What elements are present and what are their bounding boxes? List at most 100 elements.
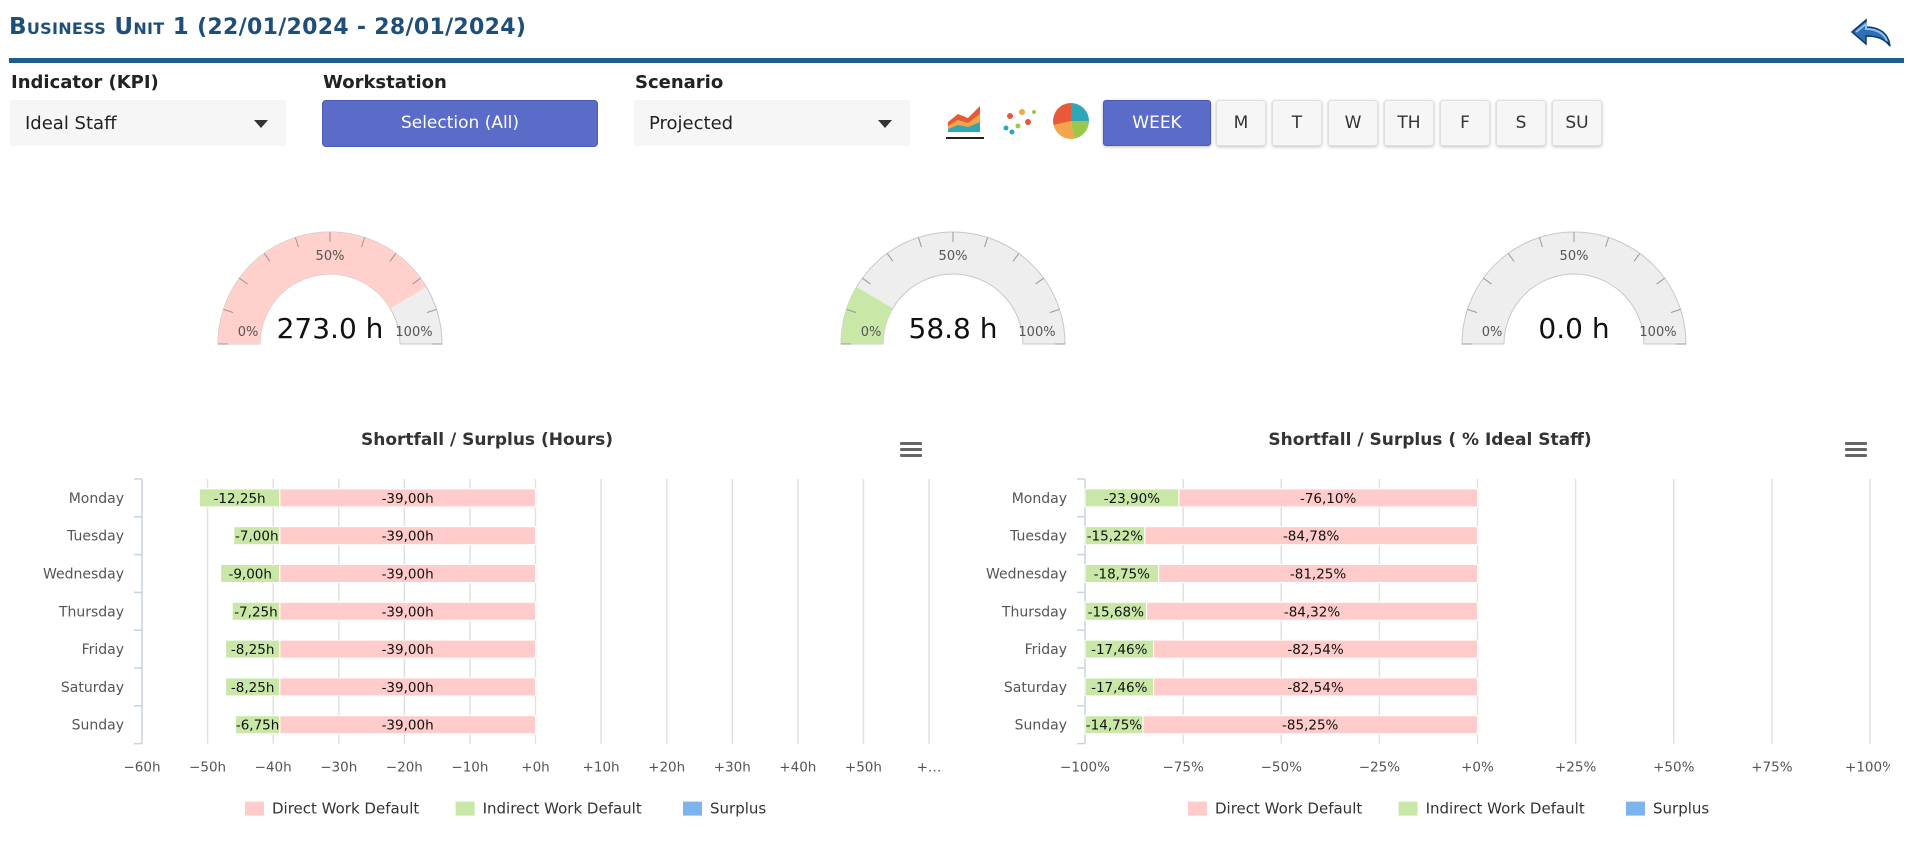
day-button-monday[interactable]: M xyxy=(1216,100,1266,146)
category-label: Monday xyxy=(69,491,124,507)
back-arrow-icon[interactable] xyxy=(1846,14,1894,54)
kpi-select-value: Ideal Staff xyxy=(25,113,117,134)
legend-item[interactable]: Direct Work Default xyxy=(1188,800,1362,818)
category-label: Wednesday xyxy=(43,567,124,583)
day-button-thursday[interactable]: TH xyxy=(1384,100,1434,146)
data-label: -18,75% xyxy=(1094,567,1151,583)
data-label: -39,00h xyxy=(382,642,434,658)
legend-label: Direct Work Default xyxy=(272,800,419,818)
x-tick-label: +… xyxy=(917,760,942,776)
x-tick-label: −10h xyxy=(451,760,488,776)
bar-segment[interactable] xyxy=(233,526,281,546)
x-tick-label: +10h xyxy=(583,760,620,776)
day-button-tuesday[interactable]: T xyxy=(1272,100,1322,146)
workstation-selection-button[interactable]: Selection (All) xyxy=(322,100,598,147)
workstation-label: Workstation xyxy=(323,72,447,93)
kpi-label: Indicator (KPI) xyxy=(11,72,159,93)
scatter-chart-icon[interactable] xyxy=(998,100,1040,142)
bar-segment[interactable] xyxy=(220,564,281,583)
gauge-tick xyxy=(1633,253,1641,262)
gauge-tick xyxy=(1483,277,1492,285)
bar-segment[interactable] xyxy=(1084,526,1146,546)
x-tick-label: −30h xyxy=(320,760,357,776)
gauge-fill xyxy=(841,286,893,344)
x-tick-label: +50% xyxy=(1653,760,1694,776)
gauge-min-label: 0% xyxy=(861,325,882,340)
gauge-fill xyxy=(218,231,427,344)
bar-segment[interactable] xyxy=(1084,488,1180,508)
data-label: -82,54% xyxy=(1287,680,1344,696)
data-label: -8,25h xyxy=(231,642,275,658)
area-chart-icon[interactable] xyxy=(944,100,986,142)
gauge-tick xyxy=(1670,308,1681,313)
x-tick-label: +75% xyxy=(1751,760,1792,776)
bar-segment[interactable] xyxy=(231,601,281,621)
data-label: -39,00h xyxy=(382,491,434,507)
gauge-track xyxy=(840,231,1066,345)
bar-segment[interactable] xyxy=(1084,639,1155,659)
gauge-tick xyxy=(886,253,894,262)
menu-icon[interactable] xyxy=(1845,442,1867,457)
legend-label: Direct Work Default xyxy=(1215,800,1362,818)
menu-icon[interactable] xyxy=(900,442,922,457)
gauge-max-label: 100% xyxy=(395,325,432,340)
legend-item[interactable]: Indirect Work Default xyxy=(1398,800,1585,818)
bar-segment[interactable] xyxy=(198,488,281,508)
day-button-sunday[interactable]: SU xyxy=(1552,100,1602,146)
gauge-value: 0.0 h xyxy=(1538,312,1609,345)
gauge-track xyxy=(1461,231,1687,345)
day-button-wednesday[interactable]: W xyxy=(1328,100,1378,146)
legend-label: Surplus xyxy=(1653,800,1709,818)
category-label: Saturday xyxy=(61,680,124,696)
bar-segment[interactable] xyxy=(1084,677,1155,697)
data-label: -6,75h xyxy=(236,718,280,734)
gauge-tick xyxy=(361,237,366,248)
legend-item[interactable]: Surplus xyxy=(683,800,766,818)
data-label: -39,00h xyxy=(382,529,434,545)
bar-segment[interactable] xyxy=(234,715,281,735)
gauge-mid-label: 50% xyxy=(316,249,345,264)
legend-item[interactable]: Surplus xyxy=(1626,800,1709,818)
pie-chart-icon[interactable] xyxy=(1050,100,1092,142)
gauge-tick xyxy=(846,308,857,313)
data-label: -8,25h xyxy=(231,680,275,696)
x-tick-label: +100% xyxy=(1845,760,1890,776)
bar-segment[interactable] xyxy=(225,639,281,659)
day-button-saturday[interactable]: S xyxy=(1496,100,1546,146)
x-tick-label: +40h xyxy=(779,760,816,776)
legend-label: Indirect Work Default xyxy=(1426,800,1585,818)
day-button-friday[interactable]: F xyxy=(1440,100,1490,146)
category-label: Friday xyxy=(82,642,124,658)
gauge-tick xyxy=(984,237,989,248)
legend-item[interactable]: Indirect Work Default xyxy=(455,800,642,818)
data-label: -12,25h xyxy=(214,491,266,507)
scenario-label: Scenario xyxy=(635,72,724,93)
x-tick-label: −100% xyxy=(1060,760,1110,776)
shortfall-surplus-percent-chart: Shortfall / Surplus ( % Ideal Staff) −100… xyxy=(986,430,1890,818)
legend-swatch xyxy=(1626,801,1645,816)
chart-title: Shortfall / Surplus (Hours) xyxy=(361,430,613,450)
gauge-surplus: 0% 50% 100% 0.0 h xyxy=(1461,231,1687,345)
data-label: -39,00h xyxy=(382,567,434,583)
category-label: Tuesday xyxy=(66,529,124,545)
gauge-tick xyxy=(389,253,397,262)
gauge-tick xyxy=(239,277,248,285)
gauge-tick xyxy=(223,308,234,313)
x-tick-label: −50h xyxy=(189,760,226,776)
category-label: Thursday xyxy=(1001,604,1067,620)
data-label: -81,25% xyxy=(1290,567,1347,583)
legend-item[interactable]: Direct Work Default xyxy=(245,800,419,818)
data-label: -39,00h xyxy=(382,680,434,696)
x-tick-label: +0h xyxy=(521,760,549,776)
category-label: Friday xyxy=(1025,642,1067,658)
gauge-tick xyxy=(917,237,922,248)
scenario-select[interactable]: Projected xyxy=(634,100,910,146)
chart-title: Shortfall / Surplus ( % Ideal Staff) xyxy=(1268,430,1591,450)
day-button-week[interactable]: WEEK xyxy=(1103,100,1211,146)
kpi-select[interactable]: Ideal Staff xyxy=(10,100,286,146)
bar-segment[interactable] xyxy=(1084,715,1144,735)
bar-segment[interactable] xyxy=(225,677,281,697)
bar-segment[interactable] xyxy=(1084,564,1160,583)
category-label: Thursday xyxy=(58,604,124,620)
bar-segment[interactable] xyxy=(1084,601,1148,621)
